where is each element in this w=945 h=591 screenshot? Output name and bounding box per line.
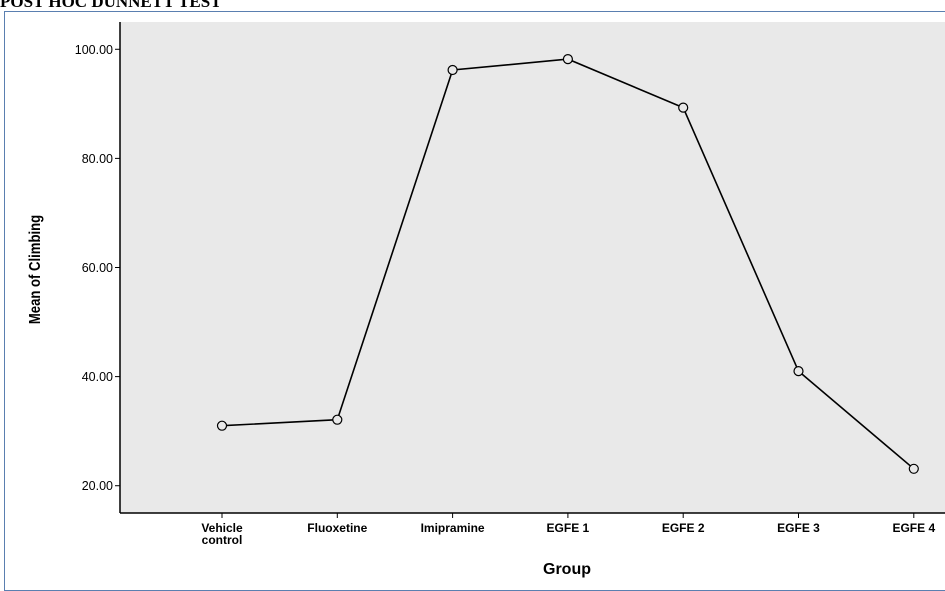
data-point-marker (332, 414, 343, 425)
x-tick-label: Vehicle (201, 521, 243, 535)
data-point-marker (562, 53, 574, 65)
x-tick-label: Imipramine (421, 521, 485, 535)
x-axis-title: Group (543, 561, 591, 578)
plot-area (120, 22, 945, 513)
x-tick-label: EGFE 3 (777, 521, 820, 535)
data-point-marker (678, 102, 689, 113)
x-tick-label: EGFE 1 (547, 521, 590, 535)
series-group (216, 53, 919, 474)
data-point-marker (793, 366, 804, 377)
y-axis-title: Mean of Climbing (27, 215, 44, 324)
data-point-marker (447, 64, 458, 76)
y-tick-label: 60.00 (82, 261, 113, 275)
data-point-marker (908, 463, 919, 474)
x-tick-label: control (202, 533, 243, 547)
y-tick-label: 100.00 (75, 43, 113, 57)
x-tick-label: EGFE 2 (662, 521, 705, 535)
x-tick-label: EGFE 4 (892, 521, 935, 535)
y-tick-label: 80.00 (82, 152, 113, 166)
header-text: POST HOC DUNNETT TEST (0, 0, 222, 11)
y-axis: 20.00 40.00 60.00 80.00 100.00 (75, 22, 121, 513)
x-tick-label: Fluoxetine (307, 521, 367, 535)
data-point-marker (216, 420, 228, 431)
y-tick-label: 40.00 (82, 370, 113, 384)
y-tick-label: 20.00 (82, 479, 113, 493)
